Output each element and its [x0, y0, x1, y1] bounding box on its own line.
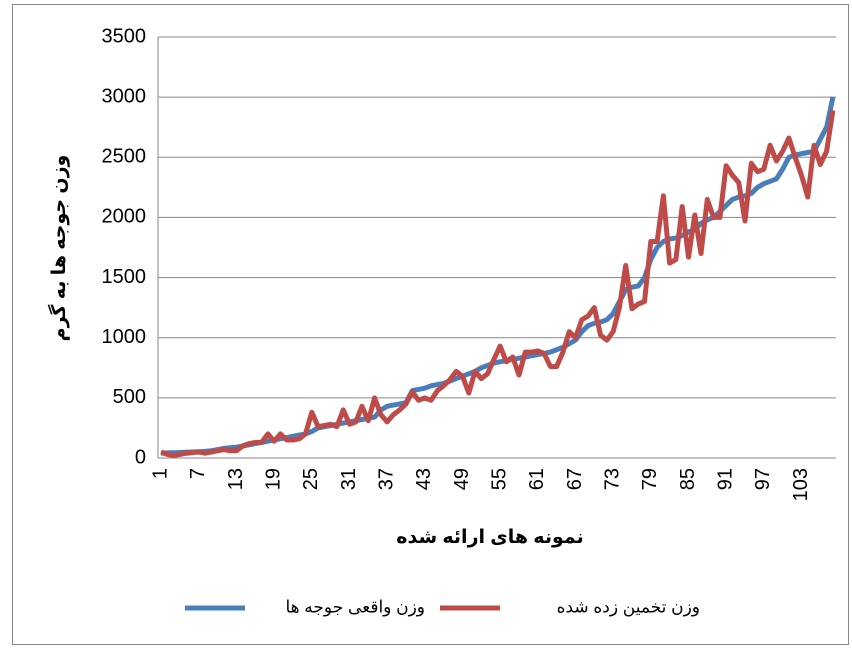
x-tick-label: 55	[488, 468, 510, 490]
y-axis-title: وزن جوجه ها به گرم	[47, 155, 70, 342]
x-tick-label: 7	[187, 468, 209, 479]
x-tick-label: 73	[601, 468, 623, 490]
x-tick-label: 25	[300, 468, 322, 490]
chart-frame	[12, 4, 849, 645]
y-tick-label: 1500	[102, 266, 147, 288]
x-tick-label: 61	[526, 468, 548, 490]
y-tick-label: 3500	[102, 25, 147, 47]
x-tick-label: 67	[564, 468, 586, 490]
x-tick-label: 97	[752, 468, 774, 490]
y-tick-label: 500	[113, 386, 146, 408]
x-tick-label: 43	[413, 468, 435, 490]
legend-label: وزن واقعی جوجه ها	[285, 597, 425, 616]
y-tick-label: 2000	[102, 206, 147, 228]
y-tick-label: 3000	[102, 85, 147, 107]
legend-label: وزن تخمین زده شده	[557, 597, 700, 616]
x-axis-title: نمونه های ارائه شده	[396, 527, 584, 548]
x-tick-label: 19	[262, 468, 284, 490]
y-tick-label: 0	[135, 446, 146, 468]
x-tick-label: 31	[338, 468, 360, 490]
x-tick-label: 13	[225, 468, 247, 490]
x-tick-label: 85	[677, 468, 699, 490]
y-tick-label: 1000	[102, 326, 147, 348]
y-tick-label: 2500	[102, 146, 147, 168]
x-tick-label: 1	[149, 468, 171, 479]
x-tick-label: 49	[451, 468, 473, 490]
data-line	[160, 110, 836, 459]
x-tick-label: 79	[639, 468, 661, 490]
x-tick-label: 37	[375, 468, 397, 490]
x-tick-label: 103	[790, 468, 812, 501]
x-tick-label: 91	[714, 468, 736, 490]
